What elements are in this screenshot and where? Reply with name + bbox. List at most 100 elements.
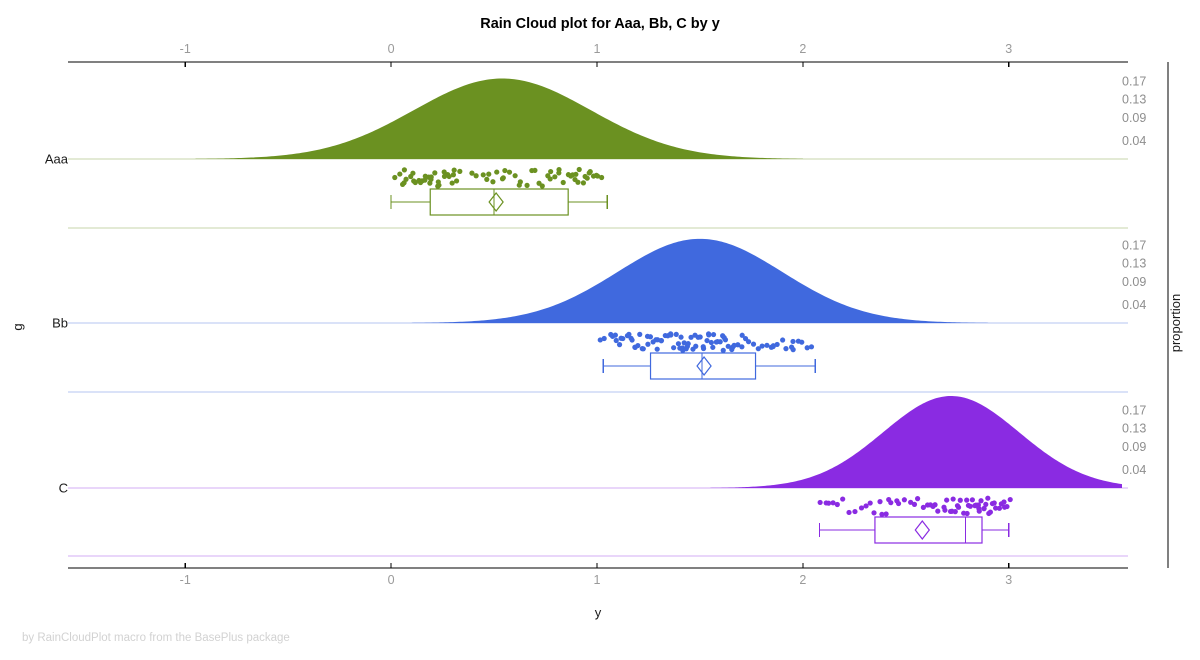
data-point	[770, 343, 776, 349]
density-cloud	[710, 396, 1122, 488]
data-point	[428, 174, 434, 180]
data-point	[735, 342, 741, 348]
data-point	[675, 341, 682, 347]
data-point	[560, 179, 566, 186]
data-point	[852, 508, 858, 515]
data-point	[991, 500, 997, 506]
data-point	[524, 182, 530, 188]
data-point	[635, 342, 641, 349]
x-tick-label: 0	[388, 573, 395, 587]
data-point	[976, 508, 982, 514]
proportion-tick-label: 0.17	[1122, 238, 1146, 252]
data-point	[996, 505, 1003, 511]
data-point	[486, 171, 492, 177]
data-point	[739, 344, 745, 350]
data-point	[690, 346, 696, 352]
data-point	[576, 166, 582, 173]
data-point	[717, 339, 723, 345]
data-point	[986, 510, 992, 517]
data-point	[450, 172, 457, 178]
box-plot	[818, 516, 1010, 544]
data-point	[883, 511, 889, 517]
data-point	[435, 179, 441, 185]
data-point	[683, 346, 689, 352]
data-point	[449, 180, 455, 186]
data-point	[981, 506, 987, 512]
data-point	[877, 499, 883, 505]
data-point	[658, 338, 665, 344]
data-point	[750, 341, 757, 347]
proportion-tick-label: 0.17	[1122, 403, 1146, 417]
x-tick-label: 0	[388, 42, 395, 56]
data-point	[453, 178, 460, 184]
data-point	[978, 498, 984, 504]
data-point	[915, 496, 921, 502]
data-point	[804, 345, 810, 351]
proportion-tick-label: 0.13	[1122, 422, 1146, 436]
rain-points	[392, 166, 605, 189]
data-point	[552, 174, 558, 180]
data-point	[548, 168, 554, 175]
x-tick-label: 2	[799, 42, 806, 56]
box-plot	[390, 188, 608, 216]
data-point	[573, 171, 579, 177]
proportion-tick-label: 0.09	[1122, 275, 1146, 289]
page-title: Rain Cloud plot for Aaa, Bb, C by y	[480, 16, 720, 32]
right-axis-label: proportion	[1168, 294, 1183, 353]
data-point	[451, 167, 457, 173]
x-tick-label: 1	[594, 42, 601, 56]
data-point	[457, 168, 463, 174]
proportion-tick-label: 0.09	[1122, 440, 1146, 454]
data-point	[895, 500, 902, 507]
data-point	[952, 509, 958, 515]
data-point	[539, 183, 545, 189]
data-point	[500, 175, 506, 181]
data-point	[955, 504, 962, 510]
data-point	[432, 170, 438, 176]
proportion-axis: 0.17 0.13 0.09 0.04 0.17 0.13 0.09 0.04 0.17 0.13…	[1122, 62, 1169, 568]
proportion-tick-label: 0.04	[1122, 298, 1146, 312]
data-point	[911, 501, 918, 507]
data-point	[612, 332, 618, 338]
data-point	[584, 175, 590, 181]
data-point	[706, 332, 712, 338]
data-point	[422, 177, 428, 183]
data-point	[858, 505, 865, 511]
data-point	[506, 169, 513, 175]
x-tick-label: 1	[594, 573, 601, 587]
bottom-axis: -1 0 1 2 3	[68, 563, 1128, 587]
category-panel-aaa: Aaa	[45, 78, 1128, 229]
data-point	[780, 337, 786, 343]
data-point	[942, 507, 948, 513]
data-point	[668, 332, 674, 338]
proportion-tick-label: 0.04	[1122, 463, 1146, 477]
data-point	[410, 170, 416, 176]
data-point	[597, 337, 603, 343]
data-point	[944, 497, 950, 503]
density-cloud	[411, 238, 989, 323]
data-point	[967, 503, 973, 509]
data-point	[697, 334, 703, 340]
proportion-tick-label: 0.17	[1122, 74, 1146, 88]
data-point	[502, 167, 508, 174]
data-point	[626, 331, 632, 337]
data-point	[720, 347, 726, 353]
data-point	[532, 167, 538, 173]
data-point	[401, 167, 407, 173]
y-axis-label: g	[10, 323, 25, 330]
category-label-c: C	[59, 481, 68, 496]
x-tick-label: 3	[1005, 42, 1012, 56]
data-point	[490, 179, 496, 185]
data-point	[678, 334, 684, 340]
data-point	[840, 496, 846, 502]
data-point	[580, 180, 587, 186]
data-point	[935, 508, 941, 514]
x-axis-label: y	[595, 605, 602, 620]
data-point	[879, 511, 885, 517]
data-point	[516, 182, 522, 188]
data-point	[480, 172, 486, 178]
data-point	[886, 496, 892, 503]
data-point	[930, 503, 936, 509]
data-point	[901, 497, 907, 503]
